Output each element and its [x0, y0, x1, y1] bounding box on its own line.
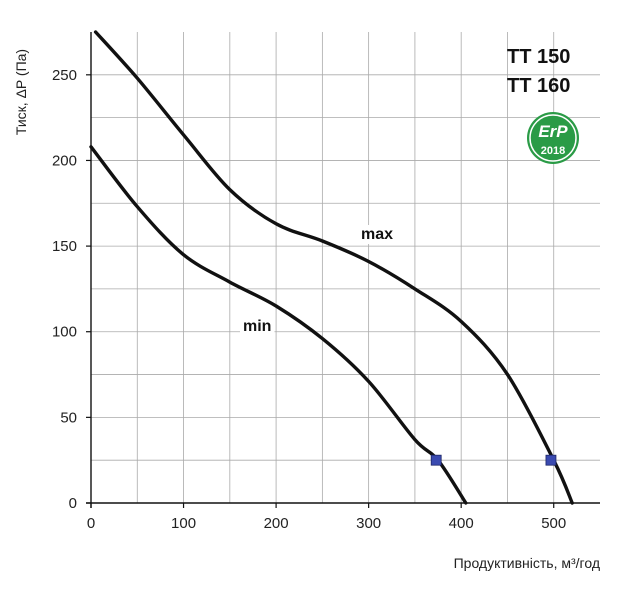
series-line-min: [89, 145, 468, 505]
axes: [86, 32, 600, 508]
y-tick-label-100: 100: [52, 324, 77, 341]
erp-badge-year: 2018: [541, 145, 565, 157]
series-label-max: max: [361, 226, 393, 243]
series-label-min: min: [243, 318, 271, 335]
x-tick-labels: 0 100 200 300 400 500: [87, 515, 566, 532]
y-tick-labels: 0 50 100 150 200 250: [52, 67, 77, 512]
erp-badge-text: ErP: [538, 122, 568, 141]
model-label-tt160: TT 160: [507, 75, 570, 97]
x-tick-label-400: 400: [449, 515, 474, 532]
y-tick-label-50: 50: [60, 409, 77, 426]
series-line-max: [93, 30, 574, 505]
y-tick-label-0: 0: [69, 495, 77, 512]
label-background: [358, 225, 397, 244]
x-axis-title: Продуктивність, м³/год: [454, 555, 600, 571]
marker-max: [545, 454, 557, 466]
curves: [89, 30, 574, 505]
grid: [91, 32, 600, 503]
marker-min: [430, 454, 442, 466]
x-tick-label-300: 300: [356, 515, 381, 532]
markers: [430, 454, 557, 466]
y-axis-title: Тиск, ΔP (Па): [13, 49, 29, 135]
label-background: [240, 317, 275, 336]
x-tick-label-200: 200: [264, 515, 289, 532]
x-tick-label-100: 100: [171, 515, 196, 532]
x-tick-label-500: 500: [541, 515, 566, 532]
model-label-tt150: TT 150: [507, 46, 570, 68]
y-tick-label-200: 200: [52, 152, 77, 169]
x-tick-label-0: 0: [87, 515, 95, 532]
y-tick-label-150: 150: [52, 238, 77, 255]
erp-2018-badge: ErP 2018: [527, 112, 579, 164]
y-tick-label-250: 250: [52, 67, 77, 84]
